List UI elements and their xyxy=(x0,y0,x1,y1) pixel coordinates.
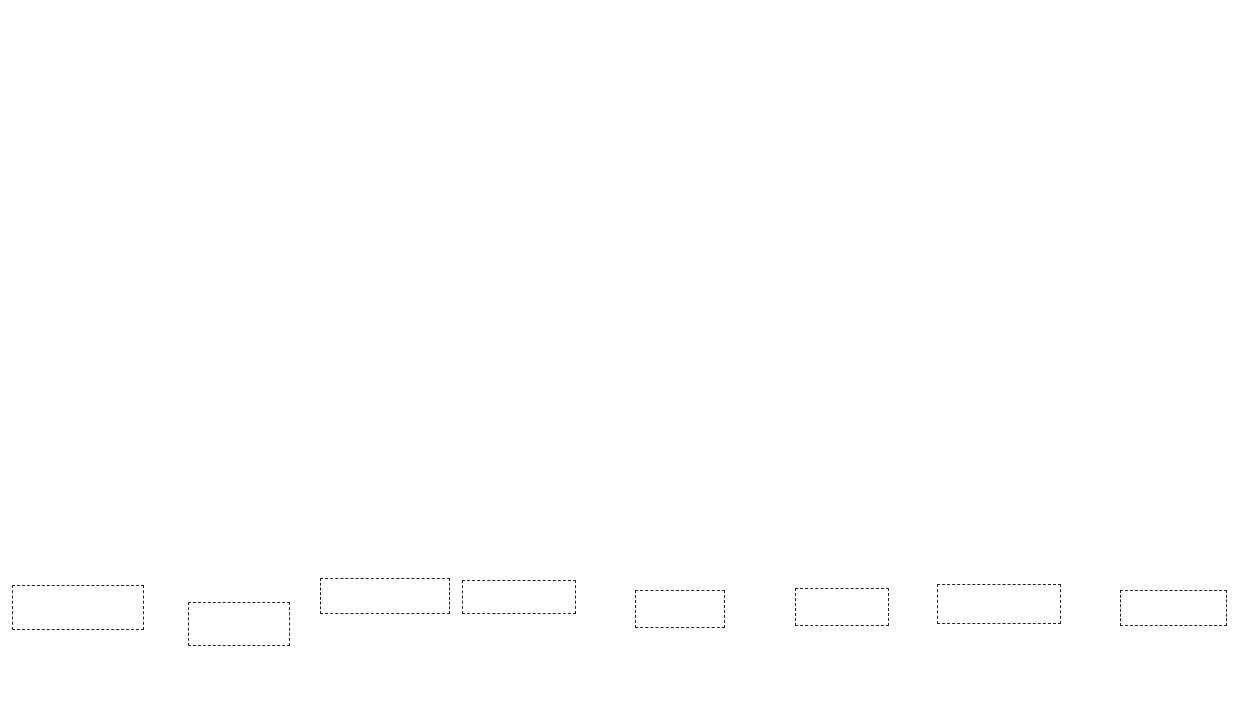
panel-B xyxy=(288,0,575,250)
chart-A xyxy=(0,0,288,250)
dashed-box-structure-J xyxy=(320,578,450,614)
dashed-box-map-J xyxy=(462,580,576,614)
dashed-box-structure-K xyxy=(635,590,725,628)
chart-H xyxy=(890,250,1255,480)
dashed-box-map-L xyxy=(1120,590,1227,626)
panel-C xyxy=(575,0,915,250)
chart-D xyxy=(915,0,1255,250)
chart-B xyxy=(288,0,575,250)
panel-G xyxy=(590,250,890,480)
dashed-box-map-I xyxy=(188,602,290,646)
chart-G xyxy=(590,250,890,480)
panel-F xyxy=(295,250,590,480)
panel-L xyxy=(915,480,1255,717)
panel-A xyxy=(0,0,288,250)
panel-D xyxy=(915,0,1255,250)
panel-I xyxy=(0,480,310,717)
atomic-structure-J xyxy=(315,538,460,698)
dashed-box-structure-L xyxy=(937,584,1061,624)
panel-J xyxy=(310,480,620,717)
chart-F xyxy=(295,250,590,480)
chart-E xyxy=(0,250,295,480)
dashed-box-structure-I xyxy=(12,585,144,630)
chart-C xyxy=(575,0,915,250)
dashed-box-map-K xyxy=(795,588,889,626)
panel-K xyxy=(605,480,940,717)
panel-E xyxy=(0,250,295,480)
panel-H xyxy=(890,250,1255,480)
